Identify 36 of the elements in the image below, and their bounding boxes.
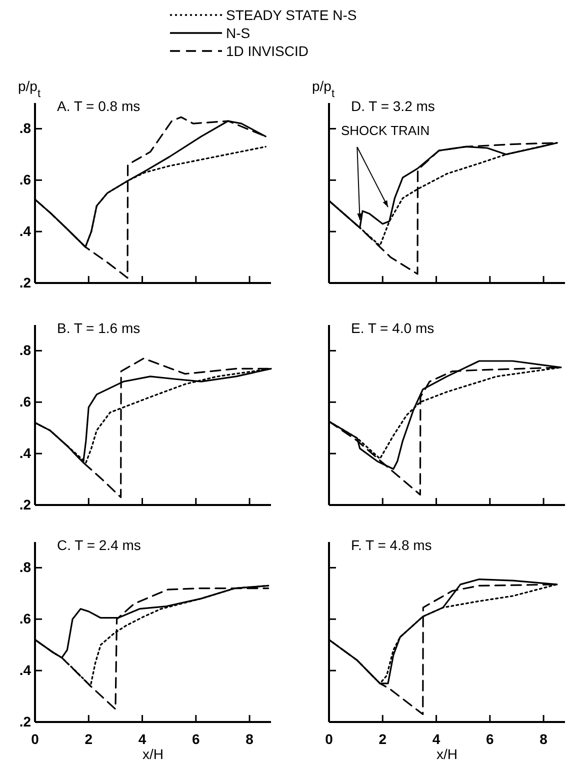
y-tick-label: .8	[19, 342, 32, 358]
y-axis-title: p/p$_{t}$	[312, 78, 336, 100]
y-tick-label: .2	[19, 713, 32, 730]
x-tick-label: 8	[540, 730, 548, 747]
y-tick-label: .2	[19, 274, 32, 290]
x-tick-label: 2	[378, 730, 387, 747]
chart-title: D. T = 3.2 ms	[351, 98, 435, 114]
chart-title: B. T = 1.6 ms	[57, 320, 140, 336]
x-tick-label: 6	[192, 730, 200, 747]
x-axis-title: x/H	[436, 746, 458, 762]
x-tick-label: 8	[246, 730, 254, 747]
x-axis-title: x/H	[142, 746, 164, 762]
legend-label: 1D INVISCID	[226, 43, 308, 59]
y-tick-label: .2	[19, 496, 32, 512]
y-tick-label: .4	[19, 223, 32, 240]
x-tick-label: 0	[31, 730, 40, 747]
x-tick-label: 2	[84, 730, 93, 747]
x-tick-label: 4	[432, 730, 440, 747]
chart-title: A. T = 0.8 ms	[57, 98, 140, 114]
y-axis-title: p/p$_{t}$	[18, 78, 42, 100]
y-tick-label: .4	[19, 662, 32, 678]
x-tick-label: 6	[486, 730, 494, 747]
x-tick-label: 0	[325, 730, 334, 747]
y-tick-label: .8	[19, 559, 32, 576]
x-tick-label: 4	[138, 730, 146, 747]
y-tick-label: .6	[19, 172, 32, 188]
y-tick-label: .6	[19, 394, 32, 410]
chart-title: F. T = 4.8 ms	[351, 537, 432, 553]
y-tick-label: .6	[19, 610, 32, 627]
chart-title: C. T = 2.4 ms	[57, 537, 141, 553]
y-tick-label: .4	[19, 445, 32, 462]
legend-label: STEADY STATE N-S	[226, 7, 357, 23]
annotation: SHOCK TRAIN	[341, 123, 430, 138]
legend-label: N-S	[226, 25, 250, 41]
y-tick-label: .8	[19, 120, 32, 136]
chart-title: E. T = 4.0 ms	[351, 320, 434, 336]
